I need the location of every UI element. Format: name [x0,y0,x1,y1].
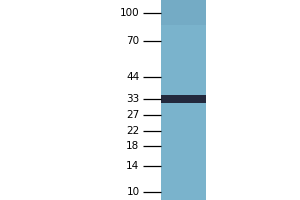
Bar [160,0,206,25]
Text: 100: 100 [120,8,140,18]
Text: 33: 33 [126,94,140,104]
Bar [160,95,206,103]
Text: 14: 14 [126,161,140,171]
Text: 44: 44 [126,72,140,82]
Text: 27: 27 [126,110,140,120]
Text: 10: 10 [126,187,140,197]
Text: 70: 70 [126,36,140,46]
Text: 22: 22 [126,126,140,136]
Text: 18: 18 [126,141,140,151]
Bar [160,0,206,200]
